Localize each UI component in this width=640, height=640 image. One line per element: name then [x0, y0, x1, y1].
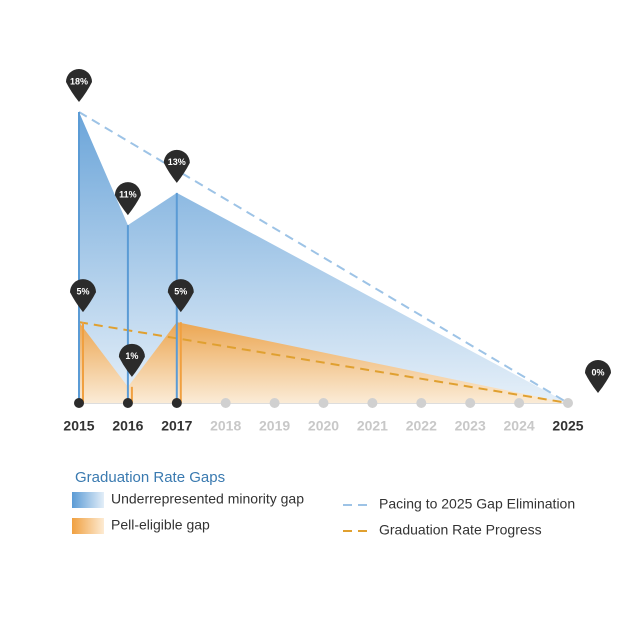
x-tick-label: 2017: [161, 418, 192, 434]
pace-line: [78, 321, 569, 404]
x-tick-dot: [318, 398, 329, 408]
legend-title: Graduation Rate Gaps: [75, 469, 225, 486]
pin: [114, 182, 141, 216]
x-tick-dot: [220, 398, 231, 408]
legend-label: Graduation Rate Progress: [379, 522, 542, 538]
x-tick-label: 2018: [210, 418, 241, 434]
data-label: 0%: [591, 367, 604, 377]
legend-swatch: [72, 492, 104, 508]
x-tick-label: 2020: [308, 418, 339, 434]
x-tick-dot: [563, 398, 573, 408]
x-tick-dot: [367, 398, 378, 408]
x-tick-label: 2023: [455, 418, 486, 434]
pin: [66, 69, 92, 102]
x-tick-dot: [465, 398, 476, 408]
x-tick-dot: [171, 398, 182, 408]
x-tick-dot: [514, 398, 525, 408]
x-tick-label: 2024: [504, 418, 535, 434]
data-label: 5%: [174, 287, 187, 297]
x-tick-label: 2019: [259, 418, 290, 434]
data-label: 1%: [125, 351, 138, 361]
pace-line: [78, 111, 569, 404]
data-label: 13%: [168, 157, 186, 167]
legend-swatch: [72, 518, 104, 534]
x-tick-dot: [416, 398, 427, 408]
pin: [163, 149, 190, 183]
pin: [585, 360, 611, 393]
x-tick-label: 2022: [406, 418, 437, 434]
x-tick-label: 2016: [112, 418, 143, 434]
x-tick-dot: [269, 398, 280, 408]
data-label: 5%: [76, 287, 89, 297]
pin: [70, 279, 96, 313]
data-label: 18%: [70, 76, 88, 86]
legend-label: Pacing to 2025 Gap Elimination: [379, 496, 575, 512]
legend-label: Underrepresented minority gap: [111, 491, 304, 507]
x-tick-label: 2021: [357, 418, 388, 434]
x-tick-dot: [74, 398, 84, 408]
x-tick-dot: [122, 398, 133, 408]
x-tick-label: 2025: [552, 418, 583, 434]
pin: [118, 343, 145, 377]
x-tick-label: 2015: [63, 418, 94, 434]
data-label: 11%: [119, 190, 137, 200]
pin: [167, 279, 194, 313]
legend-label: Pell-eligible gap: [111, 517, 210, 533]
